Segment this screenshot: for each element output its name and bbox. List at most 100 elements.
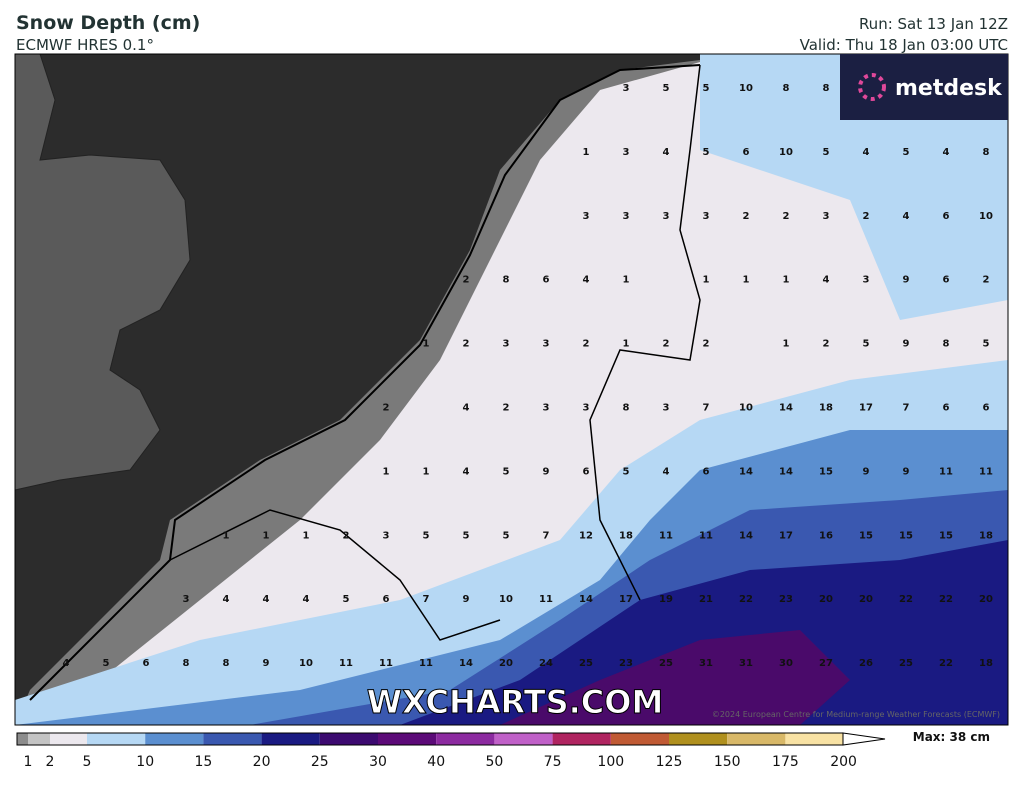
grid-value: 3 [183, 594, 190, 605]
grid-value: 14 [739, 466, 753, 477]
grid-value: 21 [699, 594, 713, 605]
navy [400, 540, 1008, 725]
grid-value: 2 [463, 339, 470, 350]
grid-value: 2 [983, 275, 990, 286]
grid-value: 15 [819, 466, 833, 477]
grid-value: 9 [903, 275, 910, 286]
copyright: ©2024 European Centre for Medium-range W… [712, 710, 1000, 719]
grid-value: 20 [819, 594, 833, 605]
grid-value: 20 [979, 594, 993, 605]
grid-value: 3 [503, 339, 510, 350]
grid-value: 6 [743, 147, 750, 158]
grid-value: 10 [739, 83, 753, 94]
grid-value: 1 [783, 339, 790, 350]
valid: Valid: Thu 18 Jan 03:00 UTC [800, 36, 1008, 54]
grid-value: 14 [459, 658, 473, 669]
grid-value: 4 [943, 147, 950, 158]
grid-value: 20 [499, 658, 513, 669]
grid-value: 5 [463, 530, 470, 541]
grid-value: 5 [703, 147, 710, 158]
grid-value: 8 [943, 339, 950, 350]
grid-value: 6 [943, 403, 950, 414]
border [169, 509, 501, 641]
grid-value: 1 [703, 275, 710, 286]
grid-value: 22 [739, 594, 753, 605]
grid-value: 2 [703, 339, 710, 350]
grid-value: 4 [903, 211, 910, 222]
legend-swatch [50, 733, 87, 745]
grid-value: 2 [863, 211, 870, 222]
grid-value: 6 [703, 466, 710, 477]
grid-value: 31 [739, 658, 753, 669]
legend-label: 75 [544, 754, 562, 770]
grid-value: 9 [863, 466, 870, 477]
grid-value: 8 [503, 275, 510, 286]
legend-label: 25 [311, 754, 329, 770]
grid-value: 5 [423, 530, 430, 541]
grid-value: 5 [983, 339, 990, 350]
grid-value: 1 [383, 466, 390, 477]
grid-value: 7 [543, 530, 550, 541]
grid-value: 9 [903, 339, 910, 350]
logo-box [840, 54, 1008, 120]
grid-value: 4 [663, 466, 670, 477]
value-labels: 3 5 5 10 8 81 3 4 5 6 10 5 4 5 4 83 3 3 3 2 2 3 2 4 6 102 8 6 4 1 1 1 1 4… [63, 83, 993, 669]
legend-label: 1 [24, 754, 33, 770]
map-frame [14, 53, 1009, 726]
watermark: WXCHARTS.COM [367, 683, 664, 721]
grid-value: 10 [499, 594, 513, 605]
grid-value: 3 [663, 211, 670, 222]
grid-value: 1 [423, 466, 430, 477]
grid-value: 10 [739, 403, 753, 414]
grid-value: 2 [343, 530, 350, 541]
legend-swatch [378, 733, 437, 745]
legend: 1 2 5 10 15 20 25 30 40 50 75 100 125 150 175 200 [16, 732, 886, 770]
grid-value: 14 [779, 403, 793, 414]
grid-value: 15 [859, 530, 873, 541]
grid-value: 8 [823, 83, 830, 94]
grid-value: 1 [623, 339, 630, 350]
grid-value: 4 [263, 594, 270, 605]
grid-value: 3 [623, 147, 630, 158]
grid-value: 1 [423, 339, 430, 350]
grid-value: 20 [859, 594, 873, 605]
legend-label: 150 [714, 754, 741, 770]
run: Run: Sat 13 Jan 12Z [859, 15, 1008, 33]
legend-swatch [17, 733, 28, 745]
grid-value: 10 [299, 658, 313, 669]
grid-value: 1 [303, 530, 310, 541]
legend-label: 15 [194, 754, 212, 770]
grid-value: 14 [739, 530, 753, 541]
grid-value: 1 [583, 147, 590, 158]
grid-value: 18 [979, 658, 993, 669]
grid-value: 24 [539, 658, 553, 669]
grid-value: 11 [699, 530, 713, 541]
grid-value: 5 [343, 594, 350, 605]
grid-value: 2 [743, 211, 750, 222]
grid-value: 15 [939, 530, 953, 541]
grid-value: 11 [939, 466, 953, 477]
grid-value: 7 [703, 403, 710, 414]
subtitle: ECMWF HRES 0.1° [16, 36, 154, 54]
grid-value: 3 [543, 403, 550, 414]
grid-value: 6 [583, 466, 590, 477]
legend-swatch [436, 733, 495, 745]
grid-value: 25 [659, 658, 673, 669]
grid-value: 6 [943, 211, 950, 222]
grid-value: 6 [383, 594, 390, 605]
grid-value: 8 [623, 403, 630, 414]
light-blue-ne [700, 54, 1008, 320]
grid-value: 12 [579, 530, 593, 541]
grid-value: 2 [583, 339, 590, 350]
grid-value: 5 [503, 466, 510, 477]
grid-value: 3 [543, 339, 550, 350]
title: Snow Depth (cm) [16, 12, 200, 34]
grid-value: 3 [583, 211, 590, 222]
grid-value: 3 [623, 83, 630, 94]
grid-value: 9 [263, 658, 270, 669]
grid-value: 10 [779, 147, 793, 158]
grid-value: 26 [859, 658, 873, 669]
grid-value: 5 [823, 147, 830, 158]
grid-value: 11 [659, 530, 673, 541]
grid-value: 8 [783, 83, 790, 94]
